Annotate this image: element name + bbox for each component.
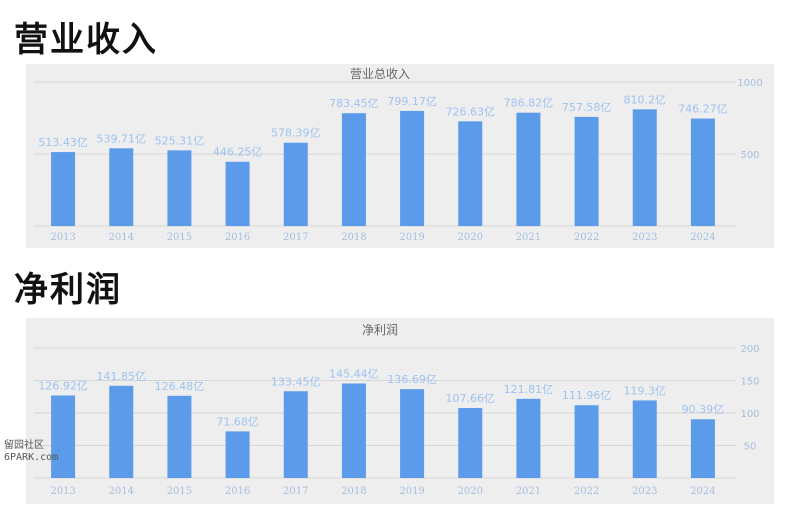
bar-2018 — [341, 113, 366, 226]
y-tick-label: 500 — [740, 150, 759, 161]
x-tick-label: 2018 — [341, 232, 366, 243]
bar-2013 — [51, 395, 76, 478]
data-label: 539.71亿 — [97, 132, 147, 145]
data-label: 746.27亿 — [678, 103, 728, 116]
bar-2021 — [516, 112, 541, 226]
x-tick-label: 2021 — [516, 486, 541, 497]
watermark: 留园社区 6PARK.com — [4, 440, 58, 464]
bar-2020 — [458, 121, 483, 226]
x-tick-label: 2015 — [167, 486, 192, 497]
bar-2016 — [225, 431, 250, 478]
data-label: 578.39亿 — [271, 127, 321, 140]
x-tick-label: 2018 — [341, 486, 366, 497]
revenue-chart-panel: 营业总收入 500 1000 513.43亿 2013 539.71亿 2014 525.31… — [26, 64, 774, 248]
data-label: 126.92亿 — [38, 380, 88, 393]
chart-title: 净利润 — [362, 323, 398, 337]
bar-2015 — [167, 150, 192, 226]
x-tick-label: 2022 — [574, 486, 599, 497]
data-label: 136.69亿 — [387, 373, 437, 386]
bar-2014 — [109, 385, 134, 478]
data-label: 133.45亿 — [271, 375, 321, 388]
bar-2023 — [632, 109, 657, 226]
bar-2019 — [400, 110, 425, 226]
x-tick-label: 2013 — [50, 486, 75, 497]
watermark-line-2: 6PARK.com — [4, 452, 59, 463]
bar-2022 — [574, 116, 599, 226]
data-label: 121.81亿 — [504, 383, 554, 396]
data-label: 799.17亿 — [387, 95, 437, 108]
x-tick-label: 2020 — [458, 232, 483, 243]
data-label: 71.68亿 — [216, 415, 258, 428]
y-tick-label: 100 — [740, 409, 759, 420]
x-tick-label: 2014 — [109, 486, 134, 497]
bar-2022 — [574, 405, 599, 478]
x-tick-label: 2013 — [50, 232, 75, 243]
bar-2020 — [458, 408, 483, 478]
data-label: 783.45亿 — [329, 97, 379, 110]
x-tick-label: 2024 — [690, 486, 715, 497]
x-tick-label: 2019 — [399, 232, 424, 243]
data-label: 90.39亿 — [682, 403, 725, 416]
x-tick-label: 2016 — [225, 232, 250, 243]
x-tick-label: 2017 — [283, 232, 308, 243]
x-tick-label: 2019 — [399, 486, 424, 497]
x-tick-label: 2021 — [516, 232, 541, 243]
data-label: 757.58亿 — [562, 101, 612, 114]
data-label: 141.85亿 — [97, 370, 147, 383]
chart-title: 营业总收入 — [350, 67, 410, 81]
bar-2024 — [690, 419, 715, 478]
data-label: 111.96亿 — [562, 389, 612, 402]
y-tick-label: 1000 — [737, 78, 762, 89]
y-tick-label: 50 — [744, 442, 757, 453]
bar-2023 — [632, 400, 657, 478]
net-profit-chart-panel: 净利润 50 100 150 200 126.92亿 2013 141.85亿 2014 126.… — [26, 318, 774, 504]
bar-2021 — [516, 398, 541, 478]
y-tick-label: 150 — [740, 377, 759, 388]
data-label: 446.25亿 — [213, 146, 263, 159]
watermark-line-1: 留园社区 — [4, 440, 44, 451]
x-tick-label: 2024 — [690, 232, 715, 243]
x-tick-label: 2015 — [167, 232, 192, 243]
data-label: 126.48亿 — [155, 380, 205, 393]
bar-2019 — [400, 389, 425, 478]
data-label: 786.82亿 — [504, 97, 554, 110]
data-label: 810.2亿 — [624, 93, 667, 106]
x-tick-label: 2016 — [225, 486, 250, 497]
x-tick-label: 2022 — [574, 232, 599, 243]
data-label: 726.63亿 — [446, 105, 496, 118]
y-tick-label: 200 — [740, 344, 759, 355]
bar-2017 — [283, 142, 308, 226]
data-label: 107.66亿 — [446, 392, 496, 405]
revenue-bar-chart: 营业总收入 500 1000 513.43亿 2013 539.71亿 2014 525.31… — [34, 67, 763, 243]
x-tick-label: 2014 — [109, 232, 134, 243]
data-label: 119.3亿 — [624, 384, 667, 397]
net-profit-bar-chart: 净利润 50 100 150 200 126.92亿 2013 141.85亿 2014 126.… — [34, 323, 760, 497]
data-label: 145.44亿 — [329, 367, 379, 380]
bar-2024 — [690, 118, 715, 226]
bar-2013 — [51, 152, 76, 226]
bar-2014 — [109, 148, 134, 226]
bar-2017 — [283, 391, 308, 478]
data-label: 513.43亿 — [38, 136, 88, 149]
section-heading-revenue: 营业收入 — [14, 20, 158, 60]
section-heading-net-profit: 净利润 — [14, 270, 122, 310]
bar-2016 — [225, 161, 250, 226]
x-tick-label: 2020 — [458, 486, 483, 497]
x-tick-label: 2023 — [632, 486, 657, 497]
x-tick-label: 2023 — [632, 232, 657, 243]
bar-2015 — [167, 395, 192, 478]
bar-2018 — [341, 383, 366, 478]
data-label: 525.31亿 — [155, 134, 205, 147]
x-tick-label: 2017 — [283, 486, 308, 497]
